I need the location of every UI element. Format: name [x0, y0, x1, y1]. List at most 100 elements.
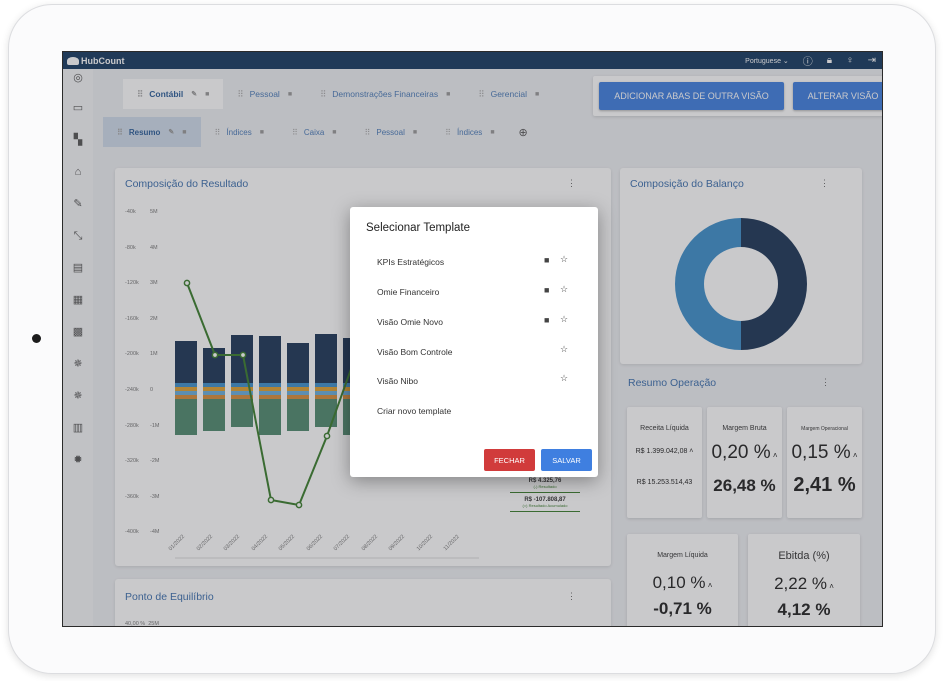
line-point: [323, 432, 331, 440]
line-point: [267, 496, 275, 504]
legend-label: (=) Resultado Acumulado: [510, 503, 580, 512]
dialog-title: Selecionar Template: [366, 222, 470, 234]
edit-icon[interactable]: ✎: [168, 129, 175, 136]
kpi-value: 0,20 % ˄: [711, 442, 778, 463]
trash-icon[interactable]: ■: [490, 128, 495, 136]
add-tabs-button[interactable]: ADICIONAR ABAS DE OUTRA VISÃO: [599, 82, 784, 110]
logout-icon[interactable]: ⇥: [867, 55, 876, 66]
tab-label: Índices: [456, 127, 483, 137]
kpi-value: -0,71 %: [653, 599, 712, 618]
chart-bar: [259, 395, 281, 399]
save-button[interactable]: SALVAR: [541, 449, 592, 471]
tab-gerencial[interactable]: ⠿ Gerencial ■: [464, 79, 554, 109]
template-item[interactable]: Visão Omie Novo: [377, 314, 577, 330]
help-icon[interactable]: ⓘ: [802, 57, 813, 68]
chart-bar: [203, 387, 225, 391]
bulb-icon[interactable]: ♀: [846, 55, 854, 66]
trash-icon[interactable]: ■: [534, 90, 540, 98]
chart-bar: [175, 399, 197, 435]
kpi-value: 0,10 % ˄: [652, 573, 713, 592]
trash-icon[interactable]: ■: [446, 90, 451, 98]
logo-text: HubCount: [81, 55, 125, 66]
template-label: Visão Nibo: [377, 376, 418, 386]
trash-icon[interactable]: ■: [287, 90, 293, 98]
template-item[interactable]: KPIs Estratégicos: [377, 254, 577, 270]
report-icon[interactable]: ▤: [72, 262, 84, 274]
tab-pessoal-sub[interactable]: ⠿ Pessoal ■: [364, 127, 418, 137]
chart-bar: [231, 335, 253, 383]
y-axis-tick: -280k: [125, 422, 139, 429]
template-label: Visão Omie Novo: [377, 317, 443, 327]
trash-icon[interactable]: ■: [544, 285, 550, 295]
app-logo: HubCount: [63, 56, 124, 66]
star-icon[interactable]: ☆: [560, 344, 569, 354]
dashboard-icon[interactable]: ▚: [73, 134, 83, 146]
sub-tabs: ⠿ Resumo ✎ ■ ⠿ Índices ■ ⠿ Caixa ■ ⠿ Pessoal ■ ⠿ Í…: [103, 117, 528, 147]
trash-icon[interactable]: ■: [544, 255, 550, 265]
tab-caixa[interactable]: ⠿ Caixa ■: [291, 127, 337, 137]
top-bar: HubCount Portuguese ⌄ ⓘ 🔒︎ ♀ ⇥: [63, 52, 882, 69]
trash-icon[interactable]: ■: [544, 315, 550, 325]
y-axis-tick: 5M: [150, 209, 158, 215]
chart-bar: [287, 343, 309, 383]
star-icon[interactable]: ☆: [560, 254, 569, 264]
star-icon[interactable]: ☆: [560, 314, 569, 324]
tab-label: Caixa: [303, 127, 325, 137]
star-icon[interactable]: ☆: [560, 284, 569, 294]
trash-icon[interactable]: ■: [205, 90, 210, 98]
tab-indices[interactable]: ⠿ Índices ■: [214, 127, 264, 137]
kpi-value-text: 2,22 %: [774, 574, 828, 593]
tab-label: Pessoal: [376, 127, 405, 137]
tab-resumo[interactable]: ⠿ Resumo ✎ ■: [103, 117, 201, 147]
bug-icon[interactable]: ✵: [73, 358, 83, 370]
kpi-label: Receita Líquida: [640, 425, 689, 432]
bug-icon[interactable]: ✵: [73, 390, 83, 402]
kpi-value: 4,12 %: [777, 600, 831, 619]
y-axis-tick: 0: [150, 387, 154, 393]
trash-icon[interactable]: ■: [259, 128, 264, 136]
select-template-dialog: Selecionar Template KPIs Estratégicos ■ …: [350, 207, 598, 477]
donut-slice: [741, 218, 807, 350]
kebab-menu-icon[interactable]: ⋮: [567, 178, 576, 188]
kebab-menu-icon[interactable]: ⋮: [820, 178, 829, 188]
trash-icon[interactable]: ■: [332, 128, 337, 136]
table-icon[interactable]: ▦: [72, 294, 84, 306]
chart-bar: [231, 391, 253, 395]
tab-demonstracoes[interactable]: ⠿ Demonstrações Financeiras ■: [306, 79, 465, 109]
add-tab-icon[interactable]: ⊕: [518, 126, 528, 139]
create-template-link[interactable]: Criar novo template: [377, 403, 577, 419]
template-item[interactable]: Visão Nibo: [377, 373, 577, 389]
chart-bar: [175, 387, 197, 391]
trash-icon[interactable]: ■: [412, 128, 418, 136]
chart-bar: [175, 395, 197, 399]
edit-icon[interactable]: ✎: [73, 198, 83, 210]
folder-icon[interactable]: ▭: [72, 102, 84, 114]
tab-indices-2[interactable]: ⠿ Índices ■: [445, 127, 495, 137]
top-tabs: ⠿ Contábil ✎ ■ ⠿ Pessoal ■ ⠿ Demonstrações Fin…: [123, 79, 554, 109]
tab-contabil[interactable]: ⠿ Contábil ✎ ■: [123, 79, 224, 109]
book-icon[interactable]: ▥: [72, 422, 84, 434]
lock-icon[interactable]: 🔒︎: [826, 55, 833, 66]
equilibrio-card: Ponto de Equilíbrio ⋮ 40,00 % 25M: [115, 579, 611, 626]
template-item[interactable]: Visão Bom Controle: [377, 344, 577, 360]
compass-icon[interactable]: ◎: [73, 72, 83, 84]
tab-pessoal[interactable]: ⠿ Pessoal ■: [223, 79, 307, 109]
y-axis-tick: -240k: [125, 387, 139, 393]
language-select[interactable]: Portuguese ⌄: [745, 57, 789, 65]
trash-icon[interactable]: ■: [182, 128, 187, 136]
kebab-menu-icon[interactable]: ⋮: [567, 591, 576, 601]
chart-bar: [287, 399, 309, 431]
template-item[interactable]: Omie Financeiro: [377, 284, 577, 300]
change-view-button[interactable]: ALTERAR VISÃO: [793, 82, 882, 110]
grid-icon[interactable]: ▩: [72, 326, 84, 338]
y-axis-tick: -160k: [125, 315, 139, 322]
compress-icon[interactable]: ⤡: [73, 230, 83, 242]
close-button[interactable]: FECHAR: [484, 449, 535, 471]
chart-bar: [203, 348, 225, 383]
kebab-menu-icon[interactable]: ⋮: [821, 377, 830, 387]
star-icon[interactable]: ☆: [560, 373, 569, 383]
card-title: Ponto de Equilíbrio: [125, 591, 214, 603]
home-icon[interactable]: ⌂: [74, 166, 82, 178]
edit-icon[interactable]: ✎: [191, 91, 198, 98]
settings-icon[interactable]: ✹: [73, 454, 83, 466]
